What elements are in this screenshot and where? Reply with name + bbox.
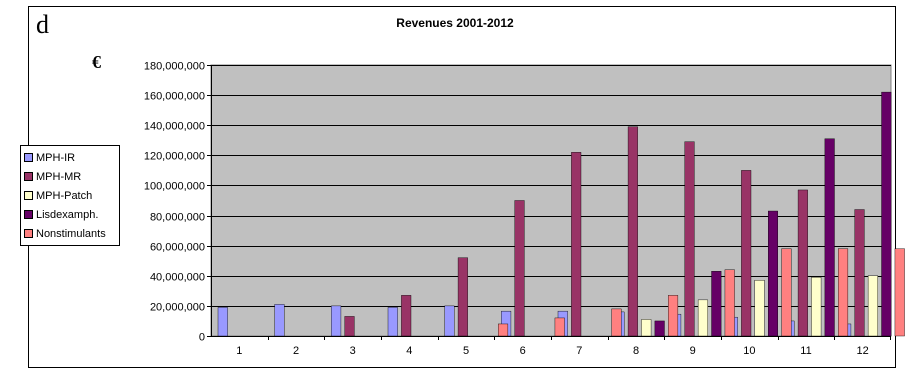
legend-label: Lisdexamph. <box>36 208 99 221</box>
x-tick-label: 7 <box>576 345 582 357</box>
legend-label: MPH-IR <box>36 151 76 164</box>
bar <box>344 316 355 337</box>
legend-item: Nonstimulants <box>24 224 116 243</box>
bar <box>797 189 808 337</box>
bar <box>611 308 622 337</box>
legend-item: Lisdexamph. <box>24 205 116 224</box>
legend-item: MPH-MR <box>24 167 116 186</box>
bar <box>554 317 565 337</box>
bar <box>754 280 765 337</box>
bar <box>824 138 835 337</box>
x-tick-label: 5 <box>463 345 469 357</box>
legend-label: MPH-Patch <box>36 189 93 202</box>
bar <box>881 91 892 337</box>
bar <box>838 248 849 337</box>
legend-swatch <box>24 153 33 162</box>
legend-swatch <box>24 210 33 219</box>
x-tick-label: 3 <box>350 345 356 357</box>
bar <box>498 323 509 337</box>
x-tick-label: 9 <box>690 345 696 357</box>
x-tick-label: 8 <box>633 345 639 357</box>
bar <box>854 209 865 337</box>
bar <box>724 269 735 337</box>
currency-symbol: € <box>92 52 101 72</box>
x-tick-label: 6 <box>520 345 526 357</box>
bar <box>627 126 638 337</box>
y-tick-label: 100,000,000 <box>144 181 205 193</box>
bar <box>867 275 878 337</box>
x-tick-label: 4 <box>406 345 412 357</box>
bar <box>697 299 708 337</box>
bar <box>894 248 905 337</box>
bar <box>387 307 398 337</box>
bar <box>781 248 792 337</box>
panel-label: d <box>36 10 49 39</box>
y-tick-label: 120,000,000 <box>144 151 205 163</box>
bar <box>571 152 582 337</box>
bar <box>711 271 722 337</box>
y-tick-label: 20,000,000 <box>150 302 205 314</box>
x-tick-label: 10 <box>743 345 755 357</box>
legend-item: MPH-IR <box>24 148 116 167</box>
bar <box>514 200 525 337</box>
bar <box>274 304 285 337</box>
y-tick-label: 60,000,000 <box>150 242 205 254</box>
bar <box>768 210 779 337</box>
bar <box>668 295 679 337</box>
bar <box>457 257 468 337</box>
legend-swatch <box>24 191 33 200</box>
y-tick-label: 0 <box>199 332 205 344</box>
y-tick-label: 140,000,000 <box>144 121 205 133</box>
legend-label: MPH-MR <box>36 170 82 183</box>
legend-item: MPH-Patch <box>24 186 116 205</box>
bar <box>217 307 228 337</box>
y-tick-label: 160,000,000 <box>144 91 205 103</box>
bar <box>741 170 752 337</box>
bar <box>641 319 652 337</box>
legend-swatch <box>24 229 33 238</box>
y-tick-label: 180,000,000 <box>144 61 205 73</box>
bar <box>684 141 695 337</box>
chart-title: Revenues 2001-2012 <box>396 16 514 30</box>
legend-swatch <box>24 172 33 181</box>
x-tick-label: 11 <box>800 345 811 357</box>
x-tick-label: 2 <box>293 345 299 357</box>
legend: MPH-IR MPH-MR MPH-Patch Lisdexamph. Nonstimu… <box>20 145 120 246</box>
x-tick-label: 12 <box>857 345 869 357</box>
bar <box>654 320 665 337</box>
y-tick-label: 80,000,000 <box>150 212 205 224</box>
bar <box>444 305 455 337</box>
y-tick-label: 40,000,000 <box>150 272 205 284</box>
bar <box>331 305 342 337</box>
bar <box>811 277 822 337</box>
legend-label: Nonstimulants <box>36 227 106 240</box>
bar <box>401 295 412 337</box>
x-tick-label: 1 <box>236 345 242 357</box>
